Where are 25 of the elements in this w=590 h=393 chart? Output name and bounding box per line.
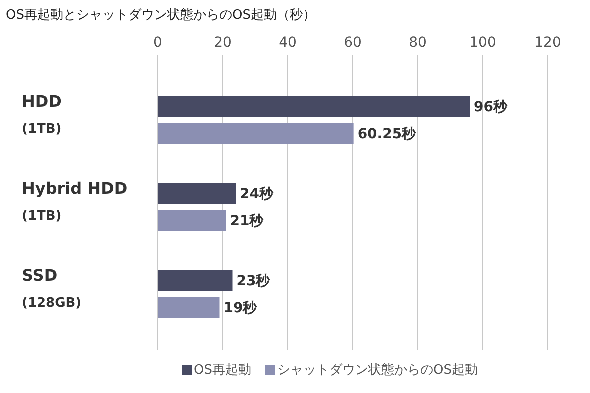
x-tick-label: 120 <box>534 35 562 51</box>
bar <box>158 210 226 231</box>
bar <box>158 96 470 117</box>
y-tick-label: SSD (128GB) <box>22 266 82 311</box>
legend-label: シャットダウン状態からのOS起動 <box>277 363 478 378</box>
x-tick-label: 100 <box>470 35 496 51</box>
bar <box>158 297 220 318</box>
chart-title: OS再起動とシャットダウン状態からのOS起動（秒） <box>6 8 316 23</box>
y-tick-label: Hybrid HDD (1TB) <box>22 179 128 224</box>
bar <box>158 123 354 144</box>
data-label: 60.25秒 <box>358 126 418 142</box>
bar <box>158 183 236 204</box>
bar <box>158 270 233 291</box>
data-label: 96秒 <box>474 100 508 116</box>
y-tick-label: HDD (1TB) <box>22 92 62 137</box>
data-label: 23秒 <box>236 274 272 290</box>
x-tick-label: 20 <box>214 35 232 51</box>
legend-label: OS再起動 <box>194 363 252 378</box>
x-tick-label: 0 <box>154 35 162 51</box>
x-tick-label: 40 <box>279 35 297 51</box>
data-label: 24秒 <box>240 186 274 202</box>
data-label: 21秒 <box>230 214 265 230</box>
x-tick-label: 80 <box>409 35 427 51</box>
x-tick-label: 60 <box>344 35 362 51</box>
data-label: 19秒 <box>224 300 258 316</box>
